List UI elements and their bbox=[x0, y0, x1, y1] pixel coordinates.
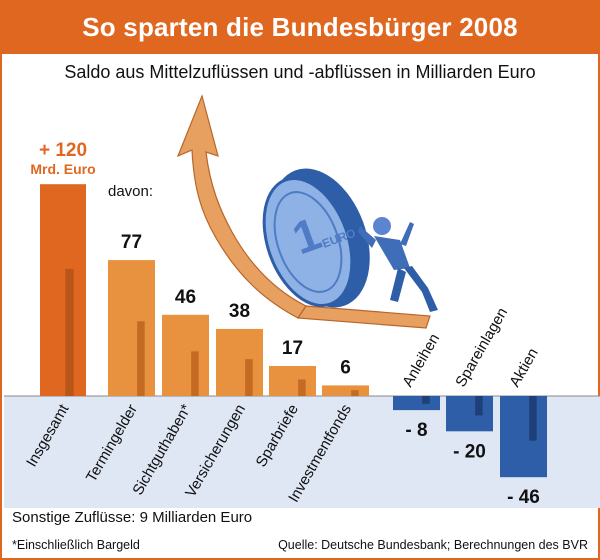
chart-title: So sparten die Bundesbürger 2008 bbox=[82, 11, 518, 42]
value-label-anleihen: - 8 bbox=[405, 420, 427, 441]
value-label-sichtguthaben: 46 bbox=[175, 287, 196, 308]
bar-versicherungen bbox=[216, 328, 263, 396]
bar-shade-sparbriefe bbox=[298, 379, 306, 396]
bar-spareinlagen bbox=[446, 396, 493, 432]
category-label-anleihen: Anleihen bbox=[399, 331, 443, 390]
footnote: *Einschließlich Bargeld bbox=[12, 538, 140, 552]
value-label-versicherungen: 38 bbox=[229, 301, 250, 322]
bar-shade-sichtguthaben bbox=[191, 351, 199, 396]
bar-insgesamt-shade bbox=[65, 268, 74, 396]
bar-shade-spareinlagen bbox=[475, 396, 483, 416]
value-label-spareinlagen: - 20 bbox=[453, 441, 486, 462]
breakdown-label: davon: bbox=[108, 183, 153, 200]
category-label-aktien: Aktien bbox=[506, 345, 542, 390]
category-label-spareinlagen: Spareinlagen bbox=[452, 305, 511, 390]
other-inflows-note: Sonstige Zuflüsse: 9 Milliarden Euro bbox=[12, 509, 253, 526]
euro-coin-illustration: 1 EURO bbox=[262, 168, 370, 308]
bar-shade-aktien bbox=[529, 396, 537, 441]
bar-shade-anleihen bbox=[422, 396, 430, 404]
value-label-aktien: - 46 bbox=[507, 487, 540, 508]
value-labels: 77 46 38 17 6 - 8 - 20 - 46 bbox=[121, 232, 540, 508]
value-label-termingelder: 77 bbox=[121, 232, 142, 253]
bar-aktien bbox=[500, 396, 547, 478]
bar-insgesamt bbox=[40, 184, 86, 396]
bar-sichtguthaben bbox=[162, 314, 209, 396]
bar-anleihen bbox=[393, 396, 440, 411]
bar-series bbox=[108, 260, 547, 478]
person-pushing-illustration bbox=[358, 217, 438, 312]
bar-termingelder bbox=[108, 260, 155, 396]
source-note: Quelle: Deutsche Bundesbank; Berechnunge… bbox=[278, 538, 588, 552]
total-unit-label: Mrd. Euro bbox=[30, 161, 95, 177]
bar-sparbriefe bbox=[269, 365, 316, 396]
bar-shade-versicherungen bbox=[245, 359, 253, 396]
title-bar: So sparten die Bundesbürger 2008 bbox=[2, 0, 598, 54]
bar-investmentfonds bbox=[322, 385, 369, 396]
chart-subtitle: Saldo aus Mittelzuflüssen und -abflüssen… bbox=[64, 62, 536, 82]
value-label-investmentfonds: 6 bbox=[340, 357, 351, 378]
value-label-sparbriefe: 17 bbox=[282, 338, 303, 359]
bar-shade-investmentfonds bbox=[351, 390, 359, 396]
rising-arrow-illustration bbox=[176, 94, 431, 329]
bar-shade-termingelder bbox=[137, 321, 145, 396]
total-value-label: + 120 bbox=[39, 140, 87, 161]
